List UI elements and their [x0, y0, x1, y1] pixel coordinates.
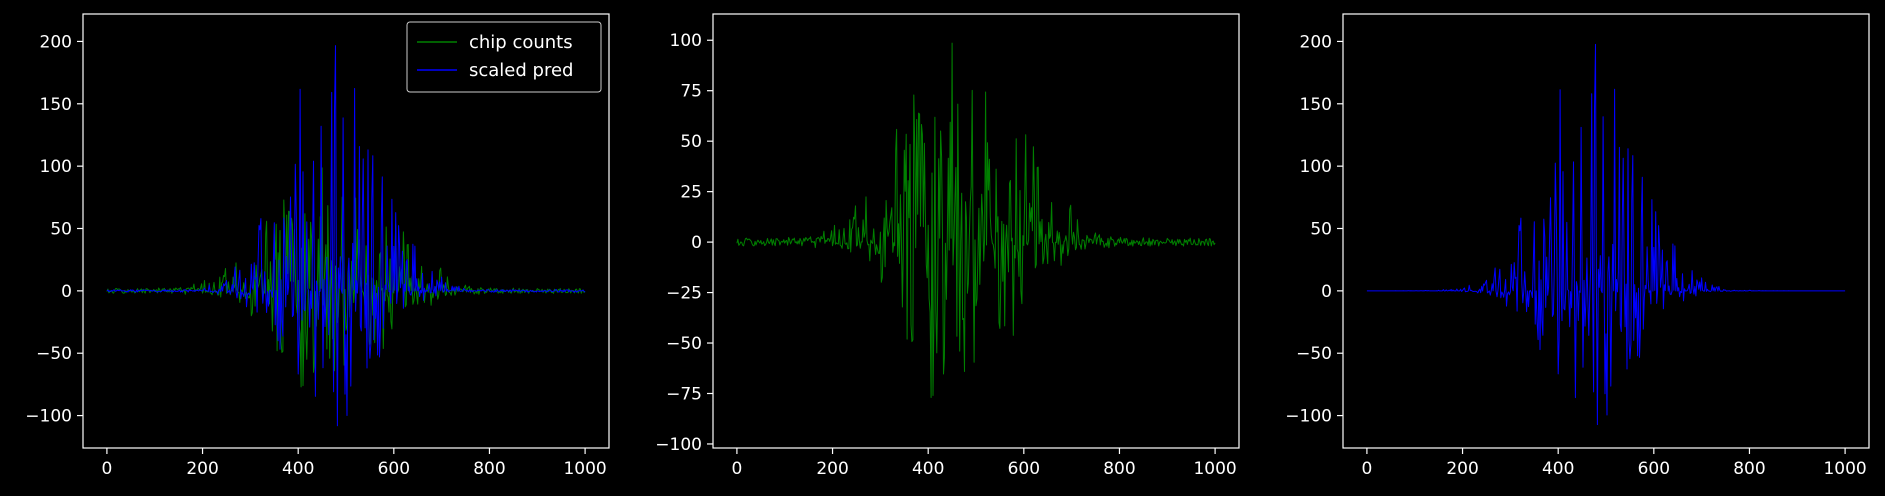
x-tick-label: 400 — [282, 459, 314, 479]
x-tick-label: 600 — [1008, 459, 1040, 479]
y-tick-label: 25 — [680, 183, 702, 203]
x-tick-label: 200 — [186, 459, 218, 479]
y-tick-label: 50 — [50, 220, 72, 240]
x-tick-label: 1000 — [563, 459, 606, 479]
y-tick-label: 150 — [1300, 95, 1332, 115]
series-line-chip-counts — [736, 42, 1216, 398]
y-tick-label: 150 — [40, 95, 72, 115]
subplot-combined: 0 200 400 600 800 1000 −100 −50 0 50 100 150 200 chip… — [25, 13, 610, 479]
x-tick-label: 1000 — [1823, 459, 1866, 479]
axes-frame — [82, 13, 610, 449]
y-tick-label: −100 — [655, 435, 702, 455]
subplot-chip-counts: 0 200 400 600 800 1000 −100 −75 −50 −25 0 25 50 75 100 — [655, 13, 1240, 479]
x-tick-label: 0 — [1361, 459, 1372, 479]
y-tick-label: −50 — [36, 344, 72, 364]
x-tick-label: 600 — [378, 459, 410, 479]
y-tick-label: 100 — [40, 157, 72, 177]
axes-frame — [712, 13, 1240, 449]
y-tick-label: 75 — [680, 82, 702, 102]
x-tick-label: 800 — [1733, 459, 1765, 479]
legend: chip counts scaled pred — [406, 21, 602, 93]
y-tick-label: −50 — [1296, 344, 1332, 364]
y-tick-label: 50 — [1310, 220, 1332, 240]
x-tick-label: 400 — [1542, 459, 1574, 479]
y-tick-label: −100 — [1285, 407, 1332, 427]
x-tick-label: 400 — [912, 459, 944, 479]
y-tick-label: 100 — [670, 31, 702, 51]
x-tick-label: 800 — [1103, 459, 1135, 479]
legend-label: chip counts — [469, 32, 573, 53]
x-tick-label: 200 — [816, 459, 848, 479]
y-tick-label: −25 — [666, 284, 702, 304]
y-tick-label: −50 — [666, 334, 702, 354]
axes-frame — [1342, 13, 1870, 449]
y-tick-label: 0 — [61, 282, 72, 302]
x-tick-label: 200 — [1446, 459, 1478, 479]
x-tick-label: 600 — [1638, 459, 1670, 479]
x-tick-label: 1000 — [1193, 459, 1236, 479]
series-line-scaled-pred — [106, 45, 586, 427]
y-tick-label: 200 — [40, 32, 72, 52]
subplot-scaled-pred: 0 200 400 600 800 1000 −100 −50 0 50 100 150 200 — [1285, 13, 1870, 479]
y-tick-label: −75 — [666, 384, 702, 404]
y-tick-label: 0 — [1321, 282, 1332, 302]
series-line-scaled-pred — [1366, 43, 1846, 426]
y-tick-label: 200 — [1300, 32, 1332, 52]
x-tick-label: 800 — [473, 459, 505, 479]
x-tick-label: 0 — [731, 459, 742, 479]
y-tick-label: 100 — [1300, 157, 1332, 177]
y-tick-label: −100 — [25, 407, 72, 427]
legend-label: scaled pred — [469, 60, 573, 81]
y-tick-label: 50 — [680, 132, 702, 152]
x-tick-label: 0 — [101, 459, 112, 479]
y-tick-label: 0 — [691, 233, 702, 253]
